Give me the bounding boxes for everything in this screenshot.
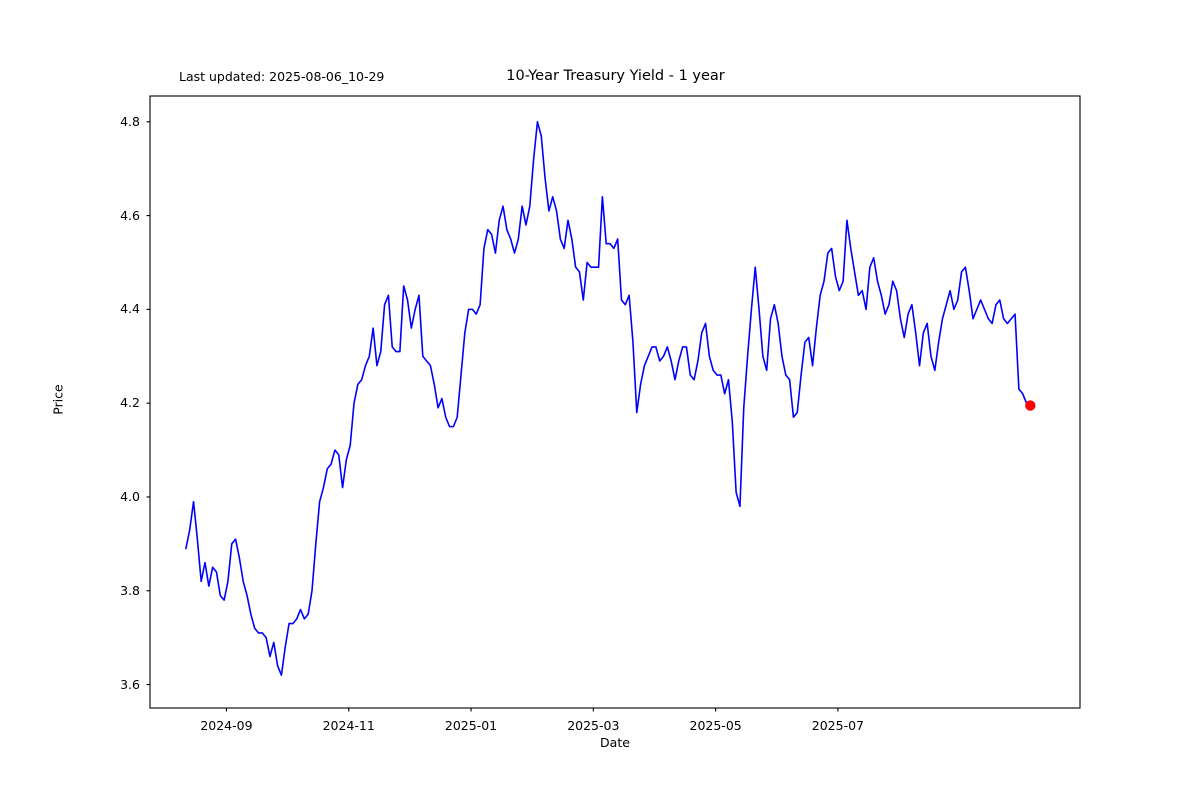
y-tick-label: 4.0 [120,488,140,504]
y-tick-label: 4.8 [120,113,140,129]
x-tick-label: 2025-03 [567,718,620,733]
x-tick-label: 2024-09 [200,718,253,733]
x-tick-label: 2025-07 [811,718,865,733]
y-tick-label: 4.6 [120,207,140,223]
y-tick-label: 4.4 [120,301,140,317]
page-title: 10-Year Treasury Yield - 1 year [506,68,725,84]
axis-ticks [146,121,839,712]
price-line [185,120,1032,676]
x-tick-label: 2025-05 [689,718,742,733]
axes-frame [149,95,1081,709]
y-tick-label: 3.6 [120,676,140,692]
last-updated-annotation: Last updated: 2025-08-06_10-29 [179,69,385,84]
last-price-marker [1025,400,1036,411]
y-tick-label: 3.8 [120,582,140,598]
y-tick-label: 4.2 [120,395,140,411]
x-tick-label: 2025-01 [444,718,498,733]
x-axis-label: Date [600,735,630,750]
x-tick-label: 2024-11 [322,718,375,733]
